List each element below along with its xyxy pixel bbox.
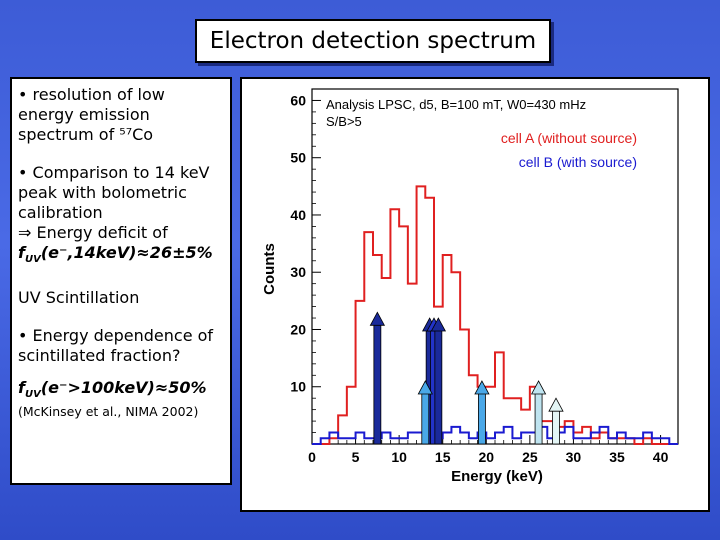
y-tick-label: 30 [290, 264, 306, 280]
y-tick-label: 50 [290, 150, 306, 166]
x-tick-label: 25 [522, 449, 538, 465]
y-tick-label: 40 [290, 207, 306, 223]
marker-arrow-head [530, 380, 547, 395]
x-tick-label: 20 [478, 449, 494, 465]
marker-arrow-shaft [421, 392, 430, 445]
bullet-energy-dependence: • Energy dependence of scintillated frac… [18, 326, 214, 366]
y-tick-label: 60 [290, 92, 306, 108]
slide-title: Electron detection spectrum [195, 19, 551, 63]
fraction-value: fUV(e⁻>100keV)≈50% [18, 378, 207, 401]
chart-annotation-line1: Analysis LPSC, d5, B=100 mT, W0=430 mHz [326, 97, 586, 112]
y-tick-label: 20 [290, 321, 306, 337]
x-axis-label: Energy (keV) [451, 468, 543, 485]
energy-deficit-value: fUV(e⁻,14keV)≈26±5% [18, 243, 213, 266]
marker-arrow-shaft [552, 409, 560, 445]
histogram-series-cell-a [312, 185, 678, 445]
legend-series-b: cell B (with source) [519, 154, 637, 170]
marker-arrow-shaft [534, 392, 543, 445]
marker-arrow-head [369, 311, 386, 326]
bullet-comparison: • Comparison to 14 keV peak with bolomet… [18, 163, 210, 222]
marker-arrow-head [430, 317, 447, 332]
reference-citation: (McKinsey et al., NIMA 2002) [18, 404, 199, 420]
chart-panel: 0 5 10 15 20 25 30 35 40 10 20 30 40 50 60 Counts Ener… [240, 77, 710, 512]
x-tick-label: 5 [352, 449, 360, 465]
y-axis-label: Counts [261, 243, 278, 295]
chart-annotation-line2: S/B>5 [326, 114, 362, 129]
bullet-resolution: • resolution of low energy emission spec… [18, 85, 165, 144]
section-heading-uv: UV Scintillation [18, 288, 140, 308]
x-tick-label: 35 [609, 449, 625, 465]
marker-arrow-shaft [478, 392, 486, 445]
marker-arrow-shaft [434, 329, 443, 445]
energy-deficit-arrow-line: ⇒ Energy deficit of [18, 223, 168, 242]
marker-arrow-head [417, 380, 433, 395]
x-tick-label: 0 [308, 449, 316, 465]
marker-arrow-head [548, 397, 564, 412]
spectrum-chart: 0 5 10 15 20 25 30 35 40 10 20 30 40 50 60 Counts Ener… [261, 88, 679, 485]
y-tick-label: 10 [290, 379, 306, 395]
x-tick-label: 15 [435, 449, 451, 465]
legend-series-a: cell A (without source) [501, 130, 637, 146]
x-tick-label: 10 [391, 449, 407, 465]
x-tick-label: 40 [653, 449, 669, 465]
x-tick-label: 30 [566, 449, 582, 465]
marker-arrow-shaft [373, 323, 382, 445]
marker-arrow-head [474, 380, 490, 395]
left-text-panel: • resolution of low energy emission spec… [10, 77, 232, 485]
